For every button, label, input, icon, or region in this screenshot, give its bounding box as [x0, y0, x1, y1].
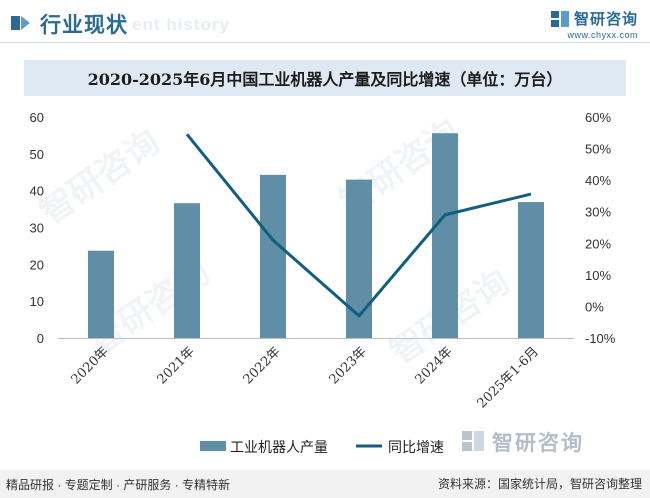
y-right-tick-label: 50% [585, 142, 611, 157]
y-right-tick-label: 40% [585, 173, 611, 188]
y-left-tick-label: 40 [30, 184, 44, 199]
brand: 智研咨询 www.chyxx.com [550, 8, 638, 40]
footer-source: 资料来源：国家统计局，智研咨询整理 [437, 477, 642, 491]
footer: 精品研报 · 专题定制 · 产研服务 · 专精特新 资料来源：国家统计局，智研咨… [0, 470, 650, 498]
header: 行业现状 ent history 智研咨询 www.chyxx.com [0, 0, 650, 44]
y-right-tick-label: 20% [585, 236, 611, 251]
section-title: 行业现状 [40, 14, 128, 37]
header-divider [0, 42, 650, 43]
bar [88, 250, 114, 338]
legend-line-label: 同比增速 [388, 439, 444, 455]
brand-url: www.chyxx.com [567, 30, 638, 40]
header-ghost-text: ent history [132, 15, 230, 34]
footer-logo-icon [462, 442, 472, 451]
y-left-tick-label: 0 [37, 331, 44, 346]
y-right-tick-label: -10% [585, 331, 616, 346]
y-left-tick-label: 10 [30, 294, 44, 309]
x-tick-label: 2025年1-6月 [475, 344, 542, 411]
bar [260, 174, 286, 338]
legend-bar-swatch [200, 441, 226, 451]
growth-rate-line [185, 133, 532, 318]
y-right-tick-label: 0% [585, 299, 604, 314]
x-tick-label: 2023年 [327, 344, 370, 387]
chart-title-bar: 2020-2025年6月中国工业机器人产量及同比增速（单位：万台） [24, 60, 626, 96]
y-right-tick-label: 60% [585, 110, 611, 125]
bar [174, 203, 200, 338]
bar [432, 133, 458, 338]
y-right-tick-label: 10% [585, 268, 611, 283]
brand-logo-icon [550, 10, 569, 27]
y-left-tick-label: 50 [30, 147, 44, 162]
bar [518, 202, 544, 338]
x-tick-label: 2021年 [155, 344, 198, 387]
footer-logo-icon [462, 431, 472, 440]
y-right-tick-label: 30% [585, 205, 611, 220]
x-tick-label: 2024年 [413, 344, 456, 387]
chart: 0 10 20 30 40 50 60 -10% 0% 10% 20% 30% 40% 50% 60% 202… [30, 110, 616, 455]
y-left-tick-label: 20 [30, 257, 44, 272]
y-left-tick-label: 60 [30, 110, 44, 125]
brand-name: 智研咨询 [573, 11, 638, 28]
y-left-tick-label: 30 [30, 221, 44, 236]
footer-brand-name: 智研咨询 [492, 431, 584, 455]
chart-title: 2020-2025年6月中国工业机器人产量及同比增速（单位：万台） [87, 70, 563, 89]
header-arrow-icon [11, 16, 30, 30]
x-tick-label: 2022年 [241, 344, 284, 387]
footer-logo-icon [474, 431, 484, 451]
bar [346, 179, 372, 338]
legend-bar-label: 工业机器人产量 [230, 439, 328, 455]
x-tick-label: 2020年 [69, 344, 112, 387]
footer-slogan: 精品研报 · 专题定制 · 产研服务 · 专精特新 [6, 478, 230, 492]
